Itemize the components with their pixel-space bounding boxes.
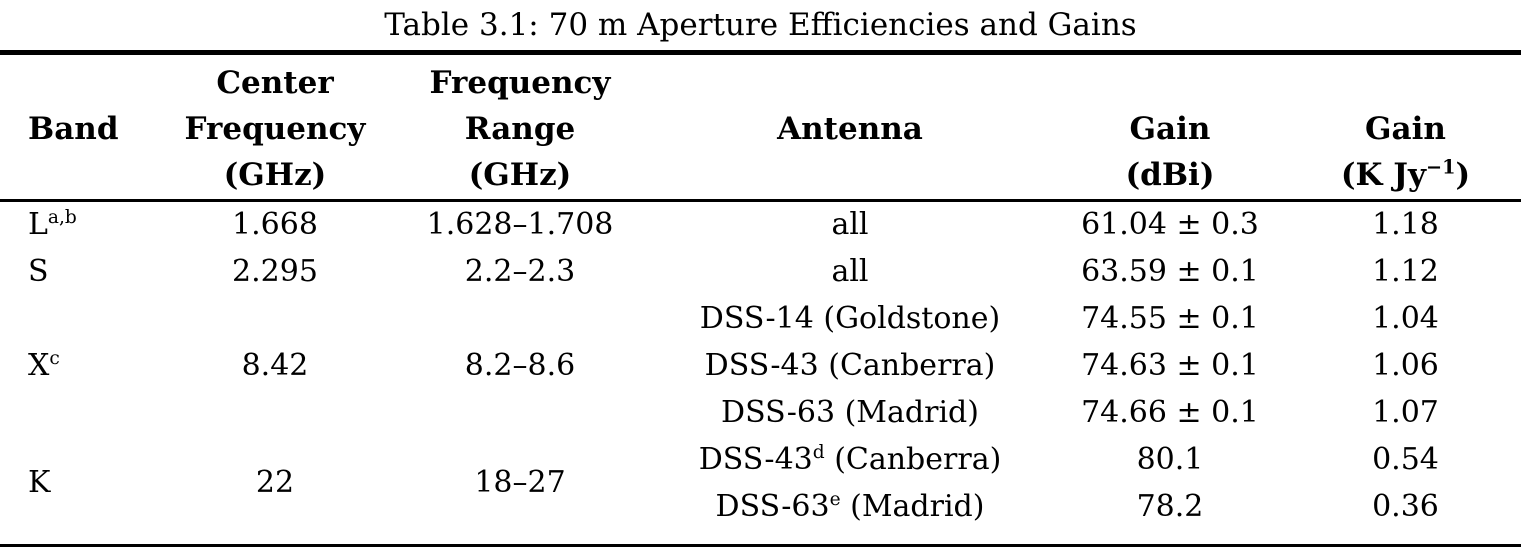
antenna-cell: DSS-43d (Canberra) xyxy=(650,436,1050,483)
band-label: X xyxy=(28,347,50,383)
gain-dbi-cell: 61.04 ± 0.3 xyxy=(1081,207,1259,243)
antenna-location: (Goldstone) xyxy=(813,300,1001,336)
header-gain-k-jy: Gain (K Jy−1) xyxy=(1290,55,1521,202)
band-cell: K xyxy=(0,436,160,530)
gain-dbi-cell: 74.63 ± 0.1 xyxy=(1081,347,1259,383)
header-line: Frequency xyxy=(429,65,611,101)
aperture-gains-table: Band Center Frequency (GHz) Frequency Ra… xyxy=(0,55,1521,530)
table-row-s-band: S 2.295 2.2–2.3 all 63.59 ± 0.1 1.12 xyxy=(0,248,1521,295)
table-row-x-band-madrid: DSS-63 (Madrid) 74.66 ± 0.1 1.07 xyxy=(0,389,1521,436)
antenna-superscript: d xyxy=(812,441,825,463)
antenna-name: all xyxy=(831,253,869,289)
gain-dbi-cell: 74.55 ± 0.1 xyxy=(1081,300,1259,336)
center-frequency-cell: 22 xyxy=(255,465,295,500)
gain-dbi-cell: 74.66 ± 0.1 xyxy=(1081,394,1259,430)
antenna-name: DSS-63 xyxy=(721,394,836,430)
table-header: Band Center Frequency (GHz) Frequency Ra… xyxy=(0,55,1521,202)
gain-dbi-cell: 80.1 xyxy=(1136,441,1204,477)
table-row-l-band: La,b 1.668 1.628–1.708 all 61.04 ± 0.3 1… xyxy=(0,201,1521,248)
band-label: S xyxy=(28,253,49,289)
header-line: Gain xyxy=(1129,111,1211,147)
header-line: (GHz) xyxy=(223,157,327,193)
header-frequency-range: Frequency Range (GHz) xyxy=(390,55,650,202)
gain-unit-suffix: ) xyxy=(1455,157,1471,193)
gain-unit-exponent: −1 xyxy=(1425,155,1456,179)
band-label: K xyxy=(28,465,51,500)
antenna-cell: DSS-63 (Madrid) xyxy=(650,389,1050,436)
gain-kjy-cell: 1.04 xyxy=(1372,300,1439,336)
antenna-location: (Madrid) xyxy=(835,394,979,430)
antenna-name: DSS-14 xyxy=(699,300,814,336)
header-line: Center xyxy=(216,65,334,101)
gain-kjy-cell: 0.54 xyxy=(1372,441,1439,477)
center-frequency-cell: 1.668 xyxy=(232,207,318,243)
header-line xyxy=(1290,60,1521,106)
table-row-x-band-canberra: DSS-43 (Canberra) 74.63 ± 0.1 1.06 xyxy=(0,342,1521,389)
header-line xyxy=(650,60,1050,106)
band-label: L xyxy=(28,207,48,243)
header-line: Antenna xyxy=(777,111,923,147)
gain-kjy-cell: 0.36 xyxy=(1372,488,1439,524)
header-line xyxy=(28,152,160,198)
header-line: Frequency xyxy=(184,111,366,147)
antenna-location: (Canberra) xyxy=(824,441,1002,477)
gain-kjy-cell: 1.06 xyxy=(1372,347,1439,383)
header-line xyxy=(650,152,1050,198)
header-line: (K Jy−1) xyxy=(1290,152,1521,198)
antenna-name: all xyxy=(831,207,869,243)
header-line: Range xyxy=(464,111,576,147)
antenna-name: DSS-43 xyxy=(704,347,819,383)
center-frequency-cell: 8.42 xyxy=(241,347,309,383)
antenna-cell: DSS-43 (Canberra) xyxy=(650,342,1050,389)
frequency-range-cell: 8.2–8.6 xyxy=(464,347,576,383)
frequency-range-cell: 18–27 xyxy=(474,465,566,500)
band-superscript: a,b xyxy=(47,207,77,229)
antenna-cell: all xyxy=(650,201,1050,248)
antenna-superscript: e xyxy=(829,488,841,510)
antenna-name: DSS-63 xyxy=(715,488,830,524)
gain-kjy-cell: 1.07 xyxy=(1372,394,1439,430)
band-cell: S xyxy=(0,248,160,295)
header-line xyxy=(1050,60,1290,106)
antenna-name: DSS-43 xyxy=(698,441,813,477)
band-cell: La,b xyxy=(0,201,160,248)
header-line: Band xyxy=(28,111,119,147)
header-band: Band xyxy=(0,55,160,202)
gain-kjy-cell: 1.12 xyxy=(1372,253,1439,289)
header-gain-dbi: Gain (dBi) xyxy=(1050,55,1290,202)
table-caption: Table 3.1: 70 m Aperture Efficiencies an… xyxy=(384,7,1137,43)
frequency-range-cell: 2.2–2.3 xyxy=(464,253,576,289)
table-body: La,b 1.668 1.628–1.708 all 61.04 ± 0.3 1… xyxy=(0,201,1521,530)
header-antenna: Antenna xyxy=(650,55,1050,202)
table-row-k-band-canberra: K 22 18–27 DSS-43d (Canberra) 80.1 0.54 xyxy=(0,436,1521,501)
antenna-location: (Canberra) xyxy=(818,347,996,383)
antenna-cell: DSS-14 (Goldstone) xyxy=(650,295,1050,342)
bottom-rule xyxy=(0,543,1521,547)
header-line: (GHz) xyxy=(468,157,572,193)
frequency-range-cell: 1.628–1.708 xyxy=(426,207,614,243)
top-double-rule xyxy=(0,50,1521,55)
gain-dbi-cell: 63.59 ± 0.1 xyxy=(1081,253,1259,289)
header-line: Gain xyxy=(1365,111,1446,147)
header-center-frequency: Center Frequency (GHz) xyxy=(160,55,390,202)
header-line xyxy=(28,60,160,106)
center-frequency-cell: 2.295 xyxy=(232,253,318,289)
header-line: (dBi) xyxy=(1125,157,1215,193)
antenna-location: (Madrid) xyxy=(840,488,985,524)
table-row-k-band-madrid: DSS-63e (Madrid) 78.2 0.36 xyxy=(0,483,1521,530)
gain-unit-prefix: (K Jy xyxy=(1340,157,1426,193)
gain-dbi-cell: 78.2 xyxy=(1136,488,1204,524)
table-row-x-band-goldstone: Xc 8.42 8.2–8.6 DSS-14 (Goldstone) 74.55… xyxy=(0,295,1521,383)
antenna-cell: DSS-63e (Madrid) xyxy=(650,483,1050,530)
header-row: Band Center Frequency (GHz) Frequency Ra… xyxy=(0,55,1521,202)
band-superscript: c xyxy=(49,347,60,369)
antenna-cell: all xyxy=(650,248,1050,295)
band-cell: Xc xyxy=(0,295,160,436)
gain-kjy-cell: 1.18 xyxy=(1372,207,1439,243)
